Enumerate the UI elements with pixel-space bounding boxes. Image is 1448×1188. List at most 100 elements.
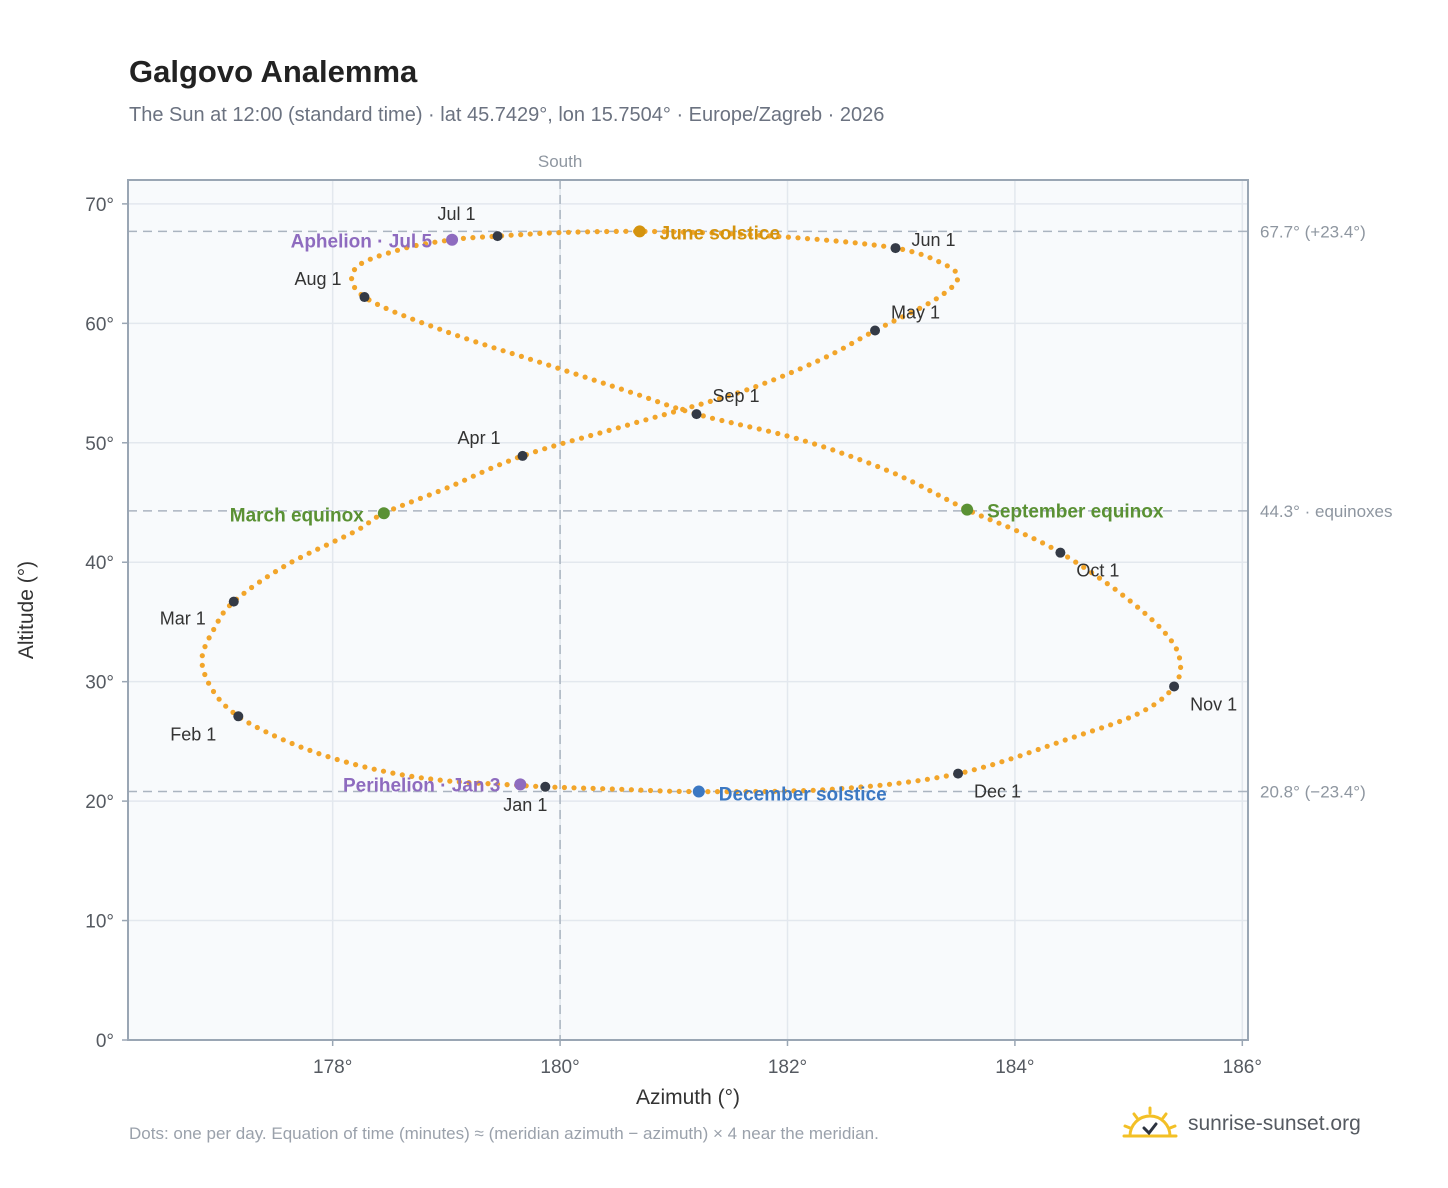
month-label: Aug 1 [295, 269, 342, 289]
daily-dot [359, 260, 365, 266]
daily-dot [709, 415, 716, 421]
daily-dot [1073, 559, 1079, 565]
reference-line-label: 67.7° (+23.4°) [1260, 222, 1366, 241]
daily-dot [590, 785, 596, 792]
month-label: Jan 1 [503, 795, 547, 815]
daily-dot [418, 775, 424, 781]
daily-dot [609, 383, 615, 389]
daily-dot [791, 788, 797, 794]
daily-dot [1112, 586, 1118, 592]
daily-dot [670, 409, 677, 415]
event-dot [961, 503, 974, 516]
daily-dot [1135, 604, 1141, 610]
daily-dot [1040, 540, 1046, 546]
brand[interactable]: sunrise-sunset.org [1122, 1104, 1361, 1144]
daily-dot [1142, 610, 1148, 616]
daily-dot [613, 228, 619, 234]
daily-dot [705, 789, 711, 795]
month-label: Nov 1 [1190, 694, 1237, 714]
daily-dot [1173, 646, 1179, 652]
daily-dot [606, 427, 612, 433]
daily-dot [391, 506, 397, 512]
daily-dot [1143, 707, 1149, 713]
daily-dot [509, 350, 515, 357]
chart-title: Galgovo Analemma [129, 54, 418, 89]
daily-dot [488, 465, 494, 471]
daily-dot [456, 779, 462, 785]
daily-dot [815, 358, 821, 364]
daily-dot [1044, 743, 1050, 749]
daily-dot [814, 236, 820, 242]
daily-dot [772, 788, 778, 794]
x-tick-label: 182° [768, 1057, 807, 1078]
daily-dot [933, 296, 939, 302]
daily-dot [1104, 581, 1110, 587]
daily-dot [444, 485, 450, 491]
daily-dot [432, 239, 438, 245]
daily-dot [647, 787, 654, 794]
daily-dot [699, 230, 706, 236]
daily-dot [1108, 722, 1114, 728]
daily-dot [352, 284, 358, 291]
daily-dot [824, 237, 830, 243]
daily-dot [829, 786, 835, 792]
month-dot [233, 711, 244, 722]
daily-dot [316, 751, 322, 757]
daily-dot [435, 488, 441, 495]
daily-dot [1089, 728, 1096, 734]
daily-dot [1178, 664, 1184, 671]
daily-dot [470, 473, 476, 479]
daily-dot [714, 789, 721, 795]
daily-dot [657, 788, 663, 794]
daily-dot [881, 243, 887, 249]
daily-dot [784, 433, 790, 439]
daily-dot [1149, 617, 1155, 623]
daily-dot [690, 229, 696, 235]
x-tick-label: 184° [995, 1057, 1034, 1078]
daily-dot [332, 538, 338, 544]
daily-dot [264, 574, 270, 580]
daily-dot [891, 318, 897, 324]
daily-dot [428, 776, 434, 782]
axis-ticks: 178° 180° 182° 184° 186° 0° 10° 20° 30° 40° 50° 60°… [85, 195, 1262, 1078]
daily-dot [802, 438, 809, 444]
daily-dot [585, 229, 591, 235]
daily-dot [376, 253, 382, 259]
daily-dot [934, 775, 940, 781]
daily-dot [1162, 630, 1168, 636]
daily-dot [256, 579, 263, 585]
daily-dot [862, 241, 868, 247]
daily-dot [254, 724, 260, 731]
daily-dot [962, 769, 968, 775]
daily-dot [806, 362, 812, 368]
daily-dot [206, 680, 212, 686]
daily-dot [289, 740, 295, 747]
daily-dot [886, 781, 893, 787]
x-tick-label: 186° [1223, 1057, 1262, 1078]
daily-dot [623, 228, 629, 234]
daily-dot [793, 435, 799, 441]
daily-dot [565, 229, 572, 235]
daily-dot [334, 756, 340, 763]
month-label: Feb 1 [170, 724, 216, 744]
daily-dot [446, 329, 452, 336]
daily-dot [1151, 702, 1157, 708]
daily-dot [943, 773, 949, 779]
daily-dot [918, 251, 924, 257]
daily-dot [564, 368, 570, 374]
daily-dot [470, 235, 476, 241]
daily-dot [220, 610, 226, 616]
daily-dot [619, 786, 625, 792]
meridian-label: South [538, 152, 582, 171]
daily-dot [719, 417, 725, 424]
daily-dot [482, 342, 488, 348]
daily-dot [762, 788, 768, 795]
event-markers: Perihelion · Jan 3 March equinox June sols… [230, 223, 1164, 805]
month-dot [890, 243, 901, 254]
daily-dot [833, 238, 839, 244]
daily-dot [896, 780, 902, 786]
daily-dot [627, 389, 634, 395]
daily-dot [615, 425, 621, 431]
daily-dot [460, 235, 466, 241]
